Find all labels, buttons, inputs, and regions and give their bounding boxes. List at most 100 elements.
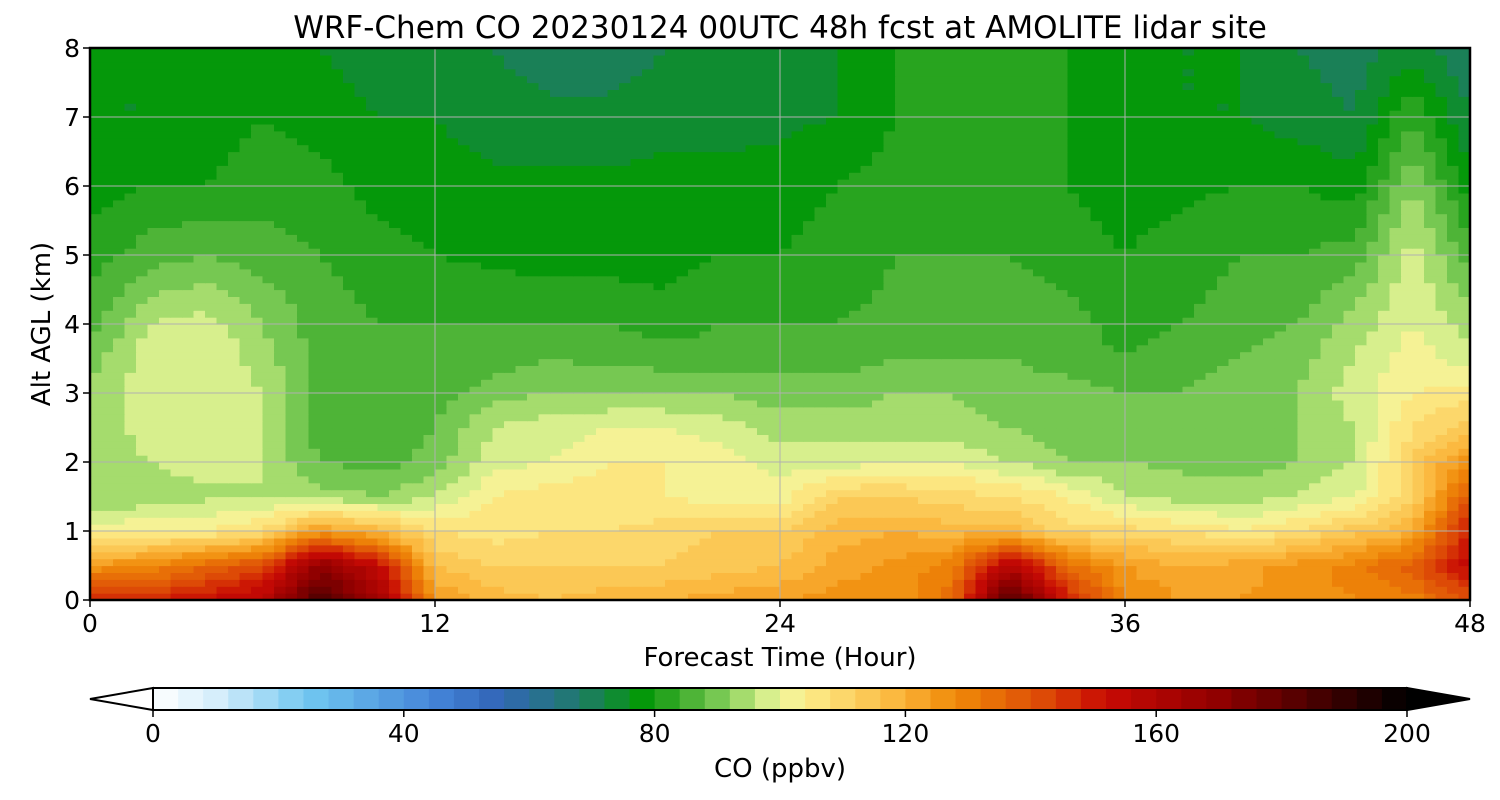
contour-cell: [423, 579, 436, 587]
contour-cell: [124, 365, 137, 373]
contour-cell: [975, 379, 988, 387]
contour-cell: [1044, 344, 1057, 353]
contour-cell: [1378, 434, 1391, 442]
contour-cell: [918, 482, 931, 491]
contour-cell: [1412, 510, 1425, 518]
contour-cell: [722, 455, 735, 463]
contour-cell: [1171, 537, 1184, 546]
contour-cell: [711, 337, 724, 346]
contour-cell: [837, 462, 850, 470]
contour-cell: [688, 531, 701, 539]
contour-cell: [1309, 324, 1322, 332]
contour-cell: [1182, 434, 1195, 442]
contour-cell: [860, 399, 873, 408]
contour-cell: [366, 386, 379, 394]
contour-cell: [1297, 420, 1310, 429]
contour-cell: [1194, 434, 1207, 442]
contour-cell: [124, 372, 137, 380]
contour-cell: [389, 510, 402, 518]
contour-cell: [1240, 531, 1253, 539]
contour-cell: [492, 434, 505, 442]
contour-cell: [389, 503, 402, 511]
contour-cell: [1205, 551, 1218, 560]
contour-cell: [814, 531, 827, 539]
contour-cell: [205, 551, 218, 560]
contour-cell: [1125, 379, 1138, 387]
contour-cell: [757, 386, 770, 394]
contour-cell: [515, 475, 528, 484]
contour-cell: [998, 372, 1011, 380]
contour-cell: [1159, 468, 1172, 477]
contour-cell: [837, 496, 850, 504]
contour-cell: [1240, 489, 1253, 498]
contour-cell: [1286, 524, 1299, 532]
contour-cell: [308, 462, 321, 470]
contour-cell: [1136, 434, 1149, 442]
contour-cell: [711, 434, 724, 442]
contour-cell: [780, 434, 793, 442]
contour-cell: [550, 413, 563, 422]
contour-cell: [274, 579, 287, 587]
contour-cell: [573, 441, 586, 449]
contour-cell: [400, 537, 413, 546]
contour-cell: [377, 558, 390, 567]
contour-cell: [699, 551, 712, 560]
contour-cell: [596, 310, 609, 318]
contour-cell: [1056, 399, 1069, 408]
contour-cell: [1435, 551, 1448, 560]
contour-cell: [400, 482, 413, 491]
contour-cell: [1378, 351, 1391, 360]
contour-cell: [159, 579, 172, 587]
contour-cell: [1148, 399, 1161, 408]
contour-cell: [849, 379, 862, 387]
contour-cell: [814, 337, 827, 346]
contour-cell: [446, 310, 459, 318]
contour-cell: [653, 344, 666, 353]
contour-cell: [1309, 399, 1322, 408]
contour-cell: [1090, 524, 1103, 532]
contour-cell: [423, 420, 436, 429]
contour-cell: [837, 379, 850, 387]
contour-cell: [1332, 365, 1345, 373]
contour-cell: [665, 399, 678, 408]
contour-cell: [124, 551, 137, 560]
contour-cell: [538, 310, 551, 318]
contour-cell: [1102, 393, 1115, 401]
contour-cell: [458, 393, 471, 401]
contour-cell: [1343, 344, 1356, 353]
contour-cell: [320, 324, 333, 332]
contour-cell: [504, 310, 517, 318]
contour-cell: [377, 310, 390, 318]
contour-cell: [193, 448, 206, 456]
contour-cell: [941, 503, 954, 511]
contour-cell: [688, 510, 701, 518]
contour-cell: [941, 579, 954, 587]
contour-cell: [262, 413, 275, 422]
contour-cell: [90, 524, 103, 532]
contour-cell: [906, 544, 919, 553]
contour-cell: [1194, 455, 1207, 463]
contour-cell: [389, 399, 402, 408]
contour-cell: [987, 413, 1000, 422]
contour-cell: [1274, 565, 1287, 573]
contour-cell: [849, 441, 862, 449]
contour-cell: [527, 496, 540, 504]
contour-cell: [952, 565, 965, 573]
contour-cell: [170, 413, 183, 422]
contour-cell: [1044, 468, 1057, 477]
contour-cell: [584, 489, 597, 498]
contour-cell: [1010, 503, 1023, 511]
contour-cell: [1458, 337, 1470, 346]
contour-cell: [159, 310, 172, 318]
contour-cell: [1171, 379, 1184, 387]
contour-cell: [1309, 537, 1322, 546]
contour-cell: [849, 551, 862, 560]
contour-cell: [1159, 593, 1172, 600]
contour-cell: [561, 351, 574, 360]
contour-cell: [653, 544, 666, 553]
contour-cell: [688, 448, 701, 456]
contour-cell: [285, 386, 298, 394]
contour-cell: [1148, 551, 1161, 560]
contour-cell: [1378, 517, 1391, 525]
contour-cell: [262, 448, 275, 456]
